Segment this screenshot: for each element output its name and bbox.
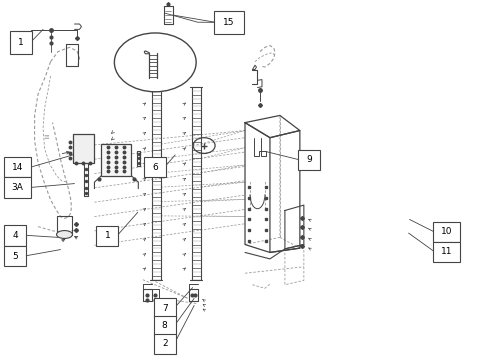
FancyBboxPatch shape xyxy=(4,225,26,246)
FancyBboxPatch shape xyxy=(154,316,176,336)
Text: 15: 15 xyxy=(223,18,234,27)
Text: 14: 14 xyxy=(12,163,24,172)
Text: 3A: 3A xyxy=(12,183,24,192)
FancyBboxPatch shape xyxy=(214,11,244,34)
Text: 11: 11 xyxy=(440,247,452,256)
Circle shape xyxy=(114,33,196,92)
FancyBboxPatch shape xyxy=(4,157,31,177)
Text: 8: 8 xyxy=(162,321,168,330)
FancyBboxPatch shape xyxy=(154,298,176,318)
Ellipse shape xyxy=(56,230,72,238)
FancyBboxPatch shape xyxy=(433,242,460,262)
Text: 7: 7 xyxy=(162,303,168,312)
Text: 9: 9 xyxy=(306,156,312,165)
Text: 4: 4 xyxy=(12,231,18,240)
FancyBboxPatch shape xyxy=(154,334,176,354)
FancyBboxPatch shape xyxy=(144,157,166,177)
FancyBboxPatch shape xyxy=(298,149,320,170)
Text: 10: 10 xyxy=(440,228,452,237)
FancyBboxPatch shape xyxy=(10,31,32,54)
FancyBboxPatch shape xyxy=(96,226,118,246)
Text: 1: 1 xyxy=(18,38,24,47)
Text: 2: 2 xyxy=(162,339,168,348)
Bar xyxy=(102,144,132,176)
FancyBboxPatch shape xyxy=(4,177,31,198)
Text: ≡: ≡ xyxy=(43,134,49,140)
FancyBboxPatch shape xyxy=(433,222,460,242)
Text: 6: 6 xyxy=(152,163,158,172)
Bar xyxy=(73,134,94,163)
Text: 5: 5 xyxy=(12,252,18,261)
FancyBboxPatch shape xyxy=(4,246,26,266)
Text: 1: 1 xyxy=(104,231,110,240)
